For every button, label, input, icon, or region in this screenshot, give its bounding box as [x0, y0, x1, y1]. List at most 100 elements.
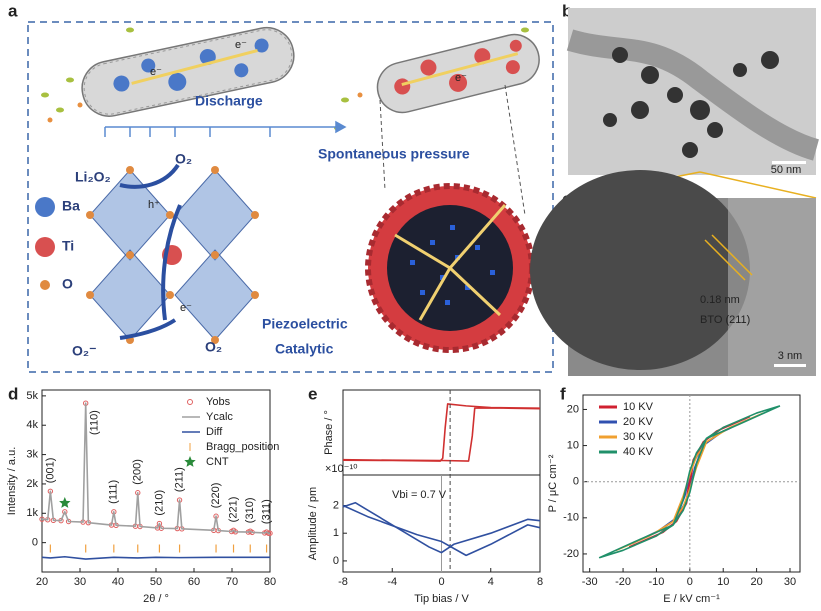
x-tick-label: 60: [188, 576, 200, 588]
legend-label: CNT: [206, 456, 229, 468]
legend-label: 10 KV: [623, 401, 654, 413]
catalytic-label: Catalytic: [275, 341, 334, 357]
tem-image-c: [530, 170, 816, 376]
x-tick-label: 30: [74, 576, 86, 588]
spacing-label: 0.18 nm: [700, 294, 740, 306]
species-label: Li₂O₂: [75, 169, 111, 185]
legend-swatch: [187, 399, 193, 405]
y-tick-label: 1k: [26, 507, 38, 519]
x-axis-label: 2θ / °: [143, 593, 169, 605]
legend-label: Yobs: [206, 396, 231, 408]
legend-label: 40 KV: [623, 446, 654, 458]
particle-sphere: [365, 84, 535, 353]
y-tick-label: 2: [333, 499, 339, 511]
series-line: [41, 402, 270, 535]
y-tick-label: 0: [333, 555, 339, 567]
plot-frame: [41, 389, 271, 573]
peak-label: (210): [153, 490, 165, 516]
legend-label: O: [62, 276, 73, 292]
x-tick-label: -4: [387, 576, 397, 588]
y-tick-label: 2k: [26, 478, 38, 490]
y-tick-label: 4k: [26, 419, 38, 431]
panel-frame: [27, 21, 554, 373]
y-tick-label: 5k: [26, 390, 38, 402]
peak-label: (211): [173, 467, 185, 492]
series-line: [342, 504, 541, 557]
series-line: [342, 407, 541, 462]
ti-sphere: [35, 237, 55, 257]
y-tick-label: 0: [573, 476, 579, 488]
series-line: [342, 501, 541, 554]
x-axis-label: E / kV cm⁻¹: [663, 593, 720, 605]
x-tick-label: 20: [36, 576, 48, 588]
x-tick-label: 50: [150, 576, 162, 588]
hole-label: h⁺: [148, 199, 160, 211]
discharge-arrow: [104, 120, 347, 137]
legend-label: Ycalc: [206, 411, 233, 423]
peak-label: (311): [260, 499, 272, 524]
legend-label: 30 KV: [623, 431, 654, 443]
data-point: [62, 509, 68, 515]
legend-label: Diff: [206, 426, 223, 438]
y-axis-label: Intensity / a.u.: [6, 447, 18, 515]
peak-label: (110): [89, 410, 101, 435]
y-tick-label: 0: [32, 537, 38, 549]
x-tick-label: 8: [537, 576, 543, 588]
scale-label: 50 nm: [771, 164, 802, 176]
x-tick-label: -20: [615, 576, 631, 588]
x-tick-label: 70: [226, 576, 238, 588]
legend-swatch: [184, 456, 196, 467]
x-tick-label: -30: [582, 576, 598, 588]
electron-label: e⁻: [235, 39, 247, 51]
y-unit-label: ×10⁻¹⁰: [325, 463, 358, 475]
x-tick-label: 4: [488, 576, 494, 588]
electron-label: e⁻: [150, 66, 162, 78]
legend-label: Ba: [62, 198, 80, 214]
y-axis-label: Phase / °: [323, 410, 335, 455]
perovskite: [86, 163, 259, 344]
species-label: O₂: [205, 339, 222, 355]
zoom-line: [699, 171, 817, 199]
x-tick-label: 80: [264, 576, 276, 588]
electron-label: e⁻: [455, 72, 467, 84]
x-tick-label: -10: [648, 576, 664, 588]
annotation-label: Vbi = 0.7 V: [392, 489, 447, 501]
x-tick-label: -8: [338, 576, 348, 588]
electron-label: e⁻: [180, 302, 192, 314]
legend-label: Bragg_position: [206, 441, 279, 453]
cnt-star: [59, 497, 71, 508]
x-tick-label: 40: [112, 576, 124, 588]
x-tick-label: 30: [784, 576, 796, 588]
peak-label: (310): [244, 498, 256, 524]
nanotube-right: [376, 33, 540, 114]
x-axis-label: Tip bias / V: [414, 593, 469, 605]
plot-frame: [582, 394, 801, 573]
panel-label: b: [562, 1, 572, 20]
panel-label: a: [8, 1, 18, 20]
panel-label: e: [308, 384, 317, 403]
y-tick-label: -20: [563, 548, 579, 560]
particles: [41, 27, 529, 131]
species-label: O₂⁻: [72, 343, 97, 359]
series-line: [598, 405, 781, 559]
series-line: [41, 555, 270, 560]
o-sphere: [40, 280, 50, 290]
legend-label: 20 KV: [623, 416, 654, 428]
peak-label: (001): [44, 458, 56, 484]
y-axis-label: P / μC cm⁻²: [547, 454, 559, 512]
scale-label: 3 nm: [778, 350, 802, 362]
plot-frame: [342, 389, 541, 476]
y-tick-label: 3k: [26, 448, 38, 460]
peak-label: (111): [108, 480, 120, 504]
plane-label: BTO (211): [700, 314, 750, 326]
legend-label: Ti: [62, 238, 74, 254]
ba-sphere: [35, 197, 55, 217]
peak-label: (200): [132, 459, 144, 485]
x-tick-label: 20: [750, 576, 762, 588]
series-line: [342, 403, 541, 462]
pressure-label: Spontaneous pressure: [318, 146, 470, 162]
nanotube-left: [81, 26, 295, 117]
peak-label: (221): [227, 497, 239, 523]
catalytic-label: Piezoelectric: [262, 316, 348, 332]
